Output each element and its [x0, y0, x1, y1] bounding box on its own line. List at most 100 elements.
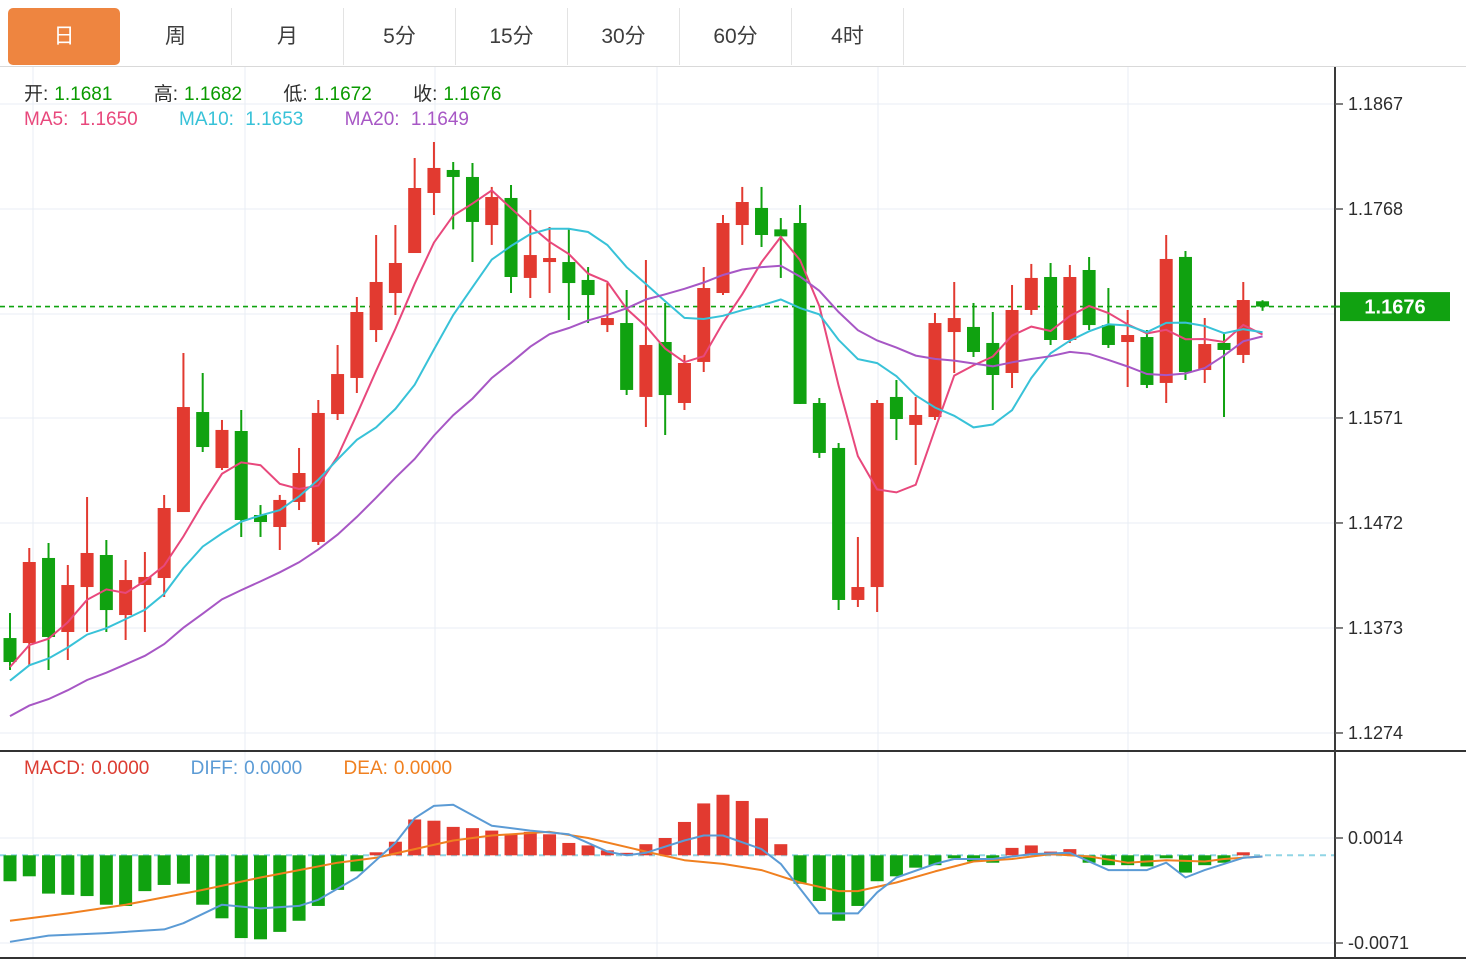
ma20-label: MA20:	[344, 109, 400, 130]
tab-60min[interactable]: 60分	[680, 8, 792, 65]
macd-hist-bar	[677, 821, 691, 856]
macd-hist-bar	[832, 855, 846, 921]
macd-hist-bar	[234, 855, 248, 939]
tab-day[interactable]: 日	[8, 8, 120, 65]
candle-body	[196, 412, 210, 448]
ma10-line	[9, 227, 1263, 682]
candle-body	[1063, 276, 1077, 340]
price-tick-label: 1.1571	[1348, 408, 1403, 428]
tab-month[interactable]: 月	[232, 8, 344, 65]
candle-body	[832, 447, 846, 600]
candle-body	[273, 499, 287, 527]
macd-hist-bar	[523, 831, 537, 856]
candle-body	[1101, 325, 1115, 345]
macd-hist-bar	[504, 834, 518, 856]
macd-hist-bar	[755, 818, 769, 856]
macd-hist-bar	[311, 855, 325, 906]
candle-body	[350, 311, 364, 378]
macd-hist-bar	[639, 844, 653, 856]
candle-body	[812, 403, 826, 453]
tab-week[interactable]: 周	[120, 8, 232, 65]
candle-body	[427, 167, 441, 193]
tab-4hour[interactable]: 4时	[792, 8, 904, 65]
candle-body	[254, 515, 268, 523]
macd-hist-bar	[870, 855, 884, 882]
candle-body	[1024, 277, 1038, 310]
macd-hist-bar	[793, 855, 807, 884]
macd-hist-bar	[735, 800, 749, 856]
macd-hist-bar	[465, 828, 479, 856]
dea-value: 0.0000	[393, 758, 453, 779]
candle-body	[677, 363, 691, 404]
candle-body	[986, 342, 1000, 376]
current-price-badge	[1340, 292, 1450, 322]
open-label: 开:	[24, 84, 49, 105]
macd-hist-bar	[1024, 845, 1038, 856]
candle-body	[697, 288, 711, 362]
macd-hist-bar	[176, 855, 190, 884]
candle-body	[870, 403, 884, 588]
candle-body	[3, 638, 17, 663]
macd-hist-bar	[3, 855, 17, 882]
macd-hist-bar	[1236, 852, 1250, 856]
candle-body	[735, 202, 749, 226]
tab-15min[interactable]: 15分	[456, 8, 568, 65]
macd-hist-bar	[1005, 847, 1019, 856]
candle-body	[1256, 301, 1270, 307]
close-value: 1.1676	[443, 84, 502, 105]
macd-hist-bar	[697, 803, 711, 856]
ma5-line	[9, 189, 1263, 668]
macd-hist-bar	[273, 855, 287, 932]
macd-hist-bar	[99, 855, 113, 905]
candle-body	[369, 281, 383, 331]
tab-30min[interactable]: 30分	[568, 8, 680, 65]
macd-hist-bar	[851, 855, 865, 906]
macd-legend: MACD: 0.0000 DIFF: 0.0000 DEA: 0.0000	[24, 758, 488, 780]
candle-body	[581, 279, 595, 296]
candle-body	[793, 223, 807, 404]
macd-hist-bar	[1159, 855, 1173, 859]
macd-hist-bar	[928, 855, 942, 866]
dea-label: DEA:	[343, 758, 388, 779]
candle-body	[80, 552, 94, 588]
candle-body	[523, 255, 537, 278]
macd-hist-bar	[1082, 855, 1096, 863]
candle-body	[851, 587, 865, 600]
candle-body	[1178, 256, 1192, 373]
candle-body	[465, 176, 479, 222]
macd-hist-bar	[774, 844, 788, 856]
macd-hist-bar	[408, 819, 422, 856]
price-tick-label: 1.1472	[1348, 513, 1403, 533]
macd-value: 0.0000	[91, 758, 150, 779]
candle-body	[639, 344, 653, 397]
price-tick-label: 1.1867	[1348, 94, 1403, 114]
macd-hist-bar	[1198, 855, 1212, 866]
ma20-value: 1.1649	[410, 109, 469, 130]
candle-body	[1082, 269, 1096, 326]
candle-body	[22, 561, 36, 644]
candle-body	[331, 374, 345, 415]
macd-hist-bar	[80, 855, 94, 897]
candle-body	[176, 407, 190, 513]
candle-body	[1044, 276, 1058, 340]
macd-hist-bar	[1121, 855, 1135, 866]
current-price-badge-label: 1.1676	[1364, 297, 1425, 319]
tab-5min[interactable]: 5分	[344, 8, 456, 65]
candle-body	[947, 318, 961, 333]
candle-body	[234, 431, 248, 520]
candle-body	[99, 554, 113, 611]
candle-body	[967, 326, 980, 352]
macd-hist-bar	[947, 855, 961, 859]
candle-body	[562, 262, 576, 284]
candle-body	[755, 207, 769, 235]
diff-line	[9, 803, 1263, 943]
macd-hist-bar	[157, 855, 171, 885]
macd-hist-bar	[254, 855, 268, 940]
candle-body	[716, 223, 730, 294]
close-label: 收:	[413, 84, 438, 105]
candle-body	[909, 414, 923, 425]
price-tick-label: 1.1373	[1348, 618, 1403, 638]
macd-hist-bar	[369, 852, 383, 856]
diff-value: 0.0000	[244, 758, 303, 779]
